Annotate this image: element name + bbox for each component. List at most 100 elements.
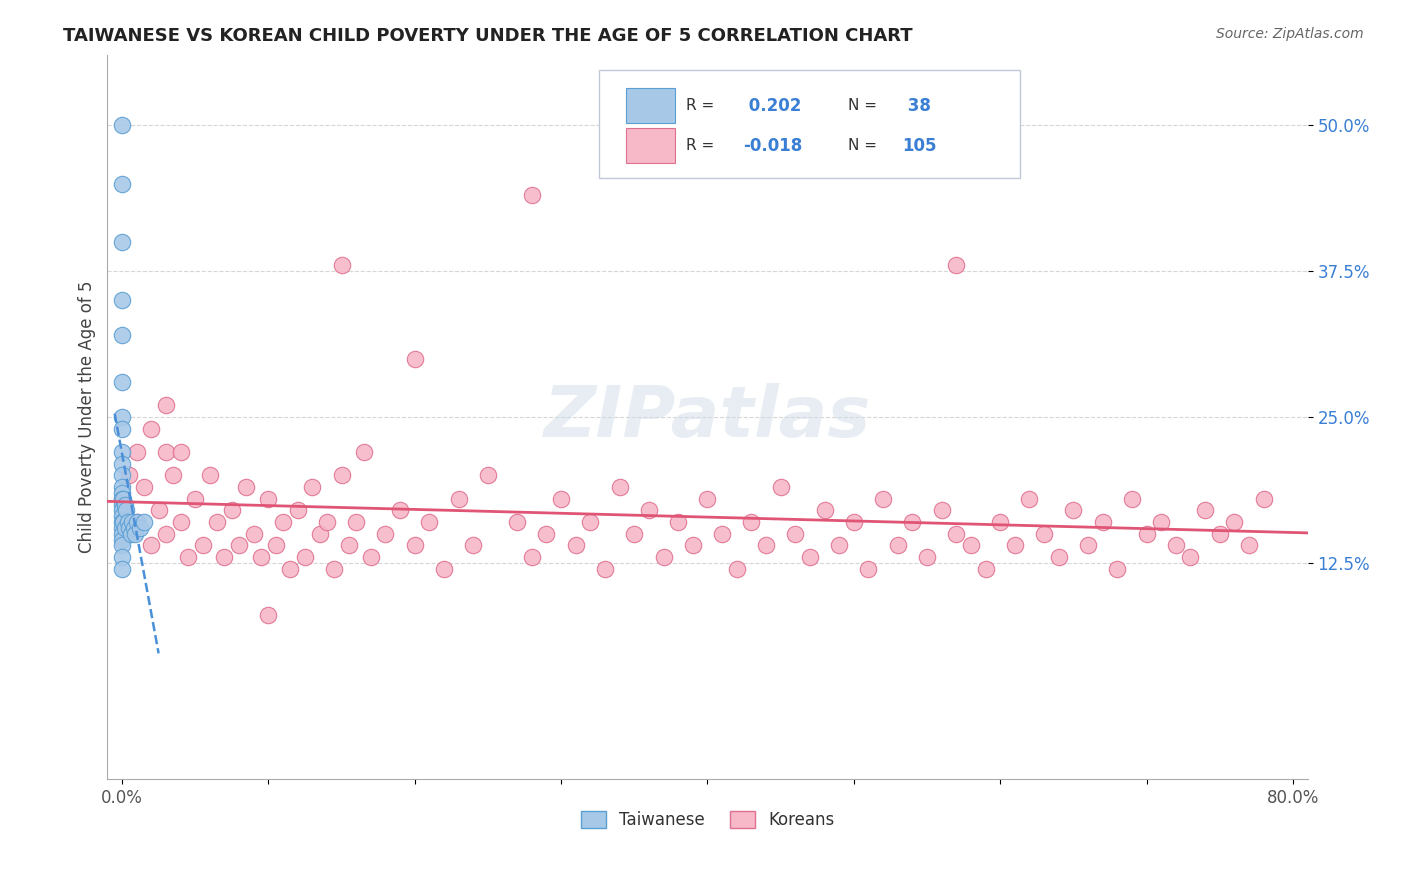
- Text: R =: R =: [686, 98, 718, 113]
- Point: [433, 562, 456, 576]
- Point: [125, 515, 148, 529]
- Point: [785, 526, 807, 541]
- Point: [447, 491, 470, 506]
- Point: [114, 498, 136, 512]
- Point: [477, 468, 499, 483]
- Point: [278, 562, 301, 576]
- Point: [1018, 491, 1040, 506]
- Point: [506, 515, 529, 529]
- Point: [132, 515, 155, 529]
- Point: [915, 550, 938, 565]
- Point: [1180, 550, 1202, 565]
- Point: [418, 515, 440, 529]
- Point: [111, 410, 134, 425]
- Point: [111, 468, 134, 483]
- Point: [198, 468, 221, 483]
- Point: [111, 521, 134, 535]
- Point: [389, 503, 412, 517]
- Point: [111, 538, 134, 552]
- Point: [1121, 491, 1143, 506]
- Point: [114, 521, 136, 535]
- Point: [111, 480, 134, 494]
- Point: [353, 445, 375, 459]
- Point: [111, 328, 134, 343]
- Point: [330, 468, 353, 483]
- Text: N =: N =: [848, 138, 882, 153]
- Point: [799, 550, 821, 565]
- Point: [235, 480, 257, 494]
- Point: [404, 538, 426, 552]
- Point: [463, 538, 485, 552]
- Point: [1004, 538, 1026, 552]
- Point: [111, 509, 134, 524]
- Legend: Taiwanese, Koreans: Taiwanese, Koreans: [574, 805, 841, 836]
- Point: [148, 503, 170, 517]
- Point: [1033, 526, 1056, 541]
- Point: [111, 457, 134, 471]
- Point: [323, 562, 346, 576]
- Point: [111, 491, 134, 506]
- Point: [1253, 491, 1275, 506]
- Point: [842, 515, 865, 529]
- Point: [111, 486, 134, 500]
- FancyBboxPatch shape: [626, 128, 675, 163]
- Point: [374, 526, 396, 541]
- Point: [945, 526, 967, 541]
- Point: [257, 608, 280, 623]
- Point: [169, 445, 191, 459]
- Point: [301, 480, 323, 494]
- Point: [682, 538, 704, 552]
- Point: [960, 538, 983, 552]
- Point: [609, 480, 631, 494]
- Point: [520, 550, 543, 565]
- Point: [813, 503, 835, 517]
- Point: [155, 526, 177, 541]
- Point: [111, 293, 134, 308]
- Point: [593, 562, 616, 576]
- Point: [111, 515, 134, 529]
- Point: [111, 235, 134, 249]
- Point: [828, 538, 851, 552]
- Point: [112, 491, 135, 506]
- Point: [125, 445, 148, 459]
- Point: [141, 422, 163, 436]
- Point: [931, 503, 953, 517]
- Point: [124, 526, 146, 541]
- FancyBboxPatch shape: [626, 88, 675, 123]
- Point: [177, 550, 200, 565]
- Text: Source: ZipAtlas.com: Source: ZipAtlas.com: [1216, 27, 1364, 41]
- Text: -0.018: -0.018: [744, 136, 803, 154]
- Point: [111, 526, 134, 541]
- Point: [111, 503, 134, 517]
- Point: [111, 422, 134, 436]
- Point: [945, 258, 967, 272]
- Point: [337, 538, 360, 552]
- Point: [520, 188, 543, 202]
- Point: [1237, 538, 1260, 552]
- Point: [1135, 526, 1157, 541]
- Point: [118, 468, 141, 483]
- Point: [155, 445, 177, 459]
- Point: [1223, 515, 1246, 529]
- Point: [155, 398, 177, 412]
- Point: [125, 515, 148, 529]
- Point: [120, 526, 142, 541]
- Point: [111, 498, 134, 512]
- Point: [111, 562, 134, 576]
- Text: R =: R =: [686, 138, 718, 153]
- Point: [214, 550, 236, 565]
- Point: [579, 515, 602, 529]
- Point: [652, 550, 675, 565]
- Point: [257, 491, 280, 506]
- Point: [404, 351, 426, 366]
- Point: [536, 526, 558, 541]
- Text: N =: N =: [848, 98, 882, 113]
- Point: [128, 521, 150, 535]
- Point: [1164, 538, 1187, 552]
- Text: 38: 38: [901, 97, 931, 115]
- Point: [887, 538, 910, 552]
- Point: [287, 503, 309, 517]
- Point: [271, 515, 294, 529]
- Point: [769, 480, 792, 494]
- Point: [755, 538, 778, 552]
